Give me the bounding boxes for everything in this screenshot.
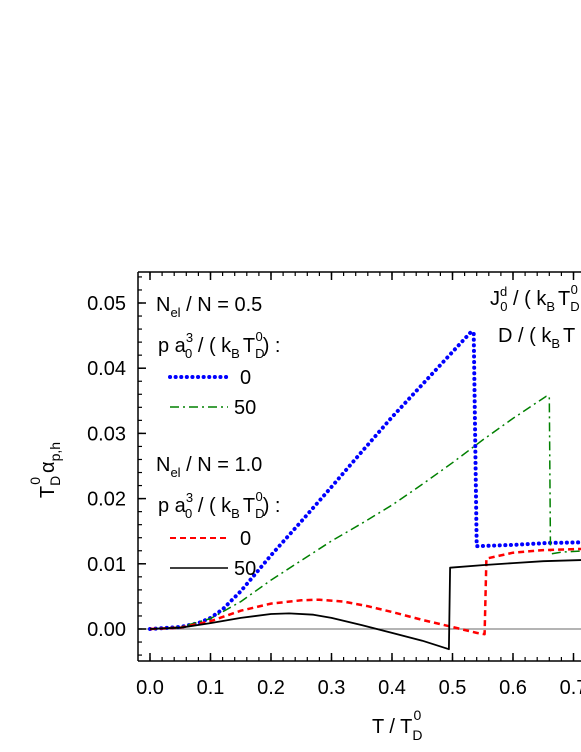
legend-label-series-3: 0 bbox=[240, 528, 251, 550]
legend-label-series-2: 50 bbox=[234, 397, 256, 419]
y-tick-label: 0.03 bbox=[87, 423, 126, 445]
x-tick-label: 0.1 bbox=[197, 677, 225, 699]
legend-label-series-4: 50 bbox=[234, 558, 256, 580]
x-tick-label: 0.5 bbox=[439, 677, 467, 699]
legend-group-1-header: Nel / N = 0.5 bbox=[156, 294, 262, 320]
x-tick-label: 0.3 bbox=[318, 677, 346, 699]
corner-annotation-line-1: Jd 0 / ( kB TD0 bbox=[490, 282, 580, 314]
legend-label-series-1: 0 bbox=[240, 367, 251, 389]
legend-group-1-param: p a3 0 / ( kB TD0) : bbox=[158, 329, 280, 361]
x-tick-label: 0.4 bbox=[378, 677, 406, 699]
series-line-2 bbox=[149, 395, 581, 630]
legend-group-1: Nel / N = 0.5 p a3 0 / ( kB TD0) : 0 50 bbox=[156, 294, 280, 419]
y-tick-label: 0.01 bbox=[87, 554, 126, 576]
y-tick-label: 0.04 bbox=[87, 358, 126, 380]
y-tick-label: 0.05 bbox=[87, 293, 126, 315]
legend-group-2-param: p a3 0 / ( kB TD0) : bbox=[158, 489, 280, 521]
series-line-3 bbox=[149, 547, 581, 636]
y-tick-label: 0.02 bbox=[87, 489, 126, 511]
x-tick-label: 0.0 bbox=[136, 677, 164, 699]
y-tick-label: 0.00 bbox=[87, 619, 126, 641]
legend-group-2-header: Nel / N = 1.0 bbox=[156, 454, 262, 480]
corner-annotation: Jd 0 / ( kB TD0 D / ( kB T bbox=[490, 282, 580, 351]
series-line-4 bbox=[149, 559, 581, 651]
y-axis-label: TD0αp,h bbox=[27, 442, 63, 498]
x-tick-label: 0.2 bbox=[257, 677, 285, 699]
x-axis-label: T / TD0 bbox=[372, 707, 423, 743]
legend-group-2: Nel / N = 1.0 p a3 0 / ( kB TD0) : 0 50 bbox=[156, 454, 280, 580]
x-tick-label: 0.6 bbox=[499, 677, 527, 699]
x-tick-label: 0.7 bbox=[560, 677, 581, 699]
corner-annotation-line-2: D / ( kB T bbox=[498, 325, 575, 351]
